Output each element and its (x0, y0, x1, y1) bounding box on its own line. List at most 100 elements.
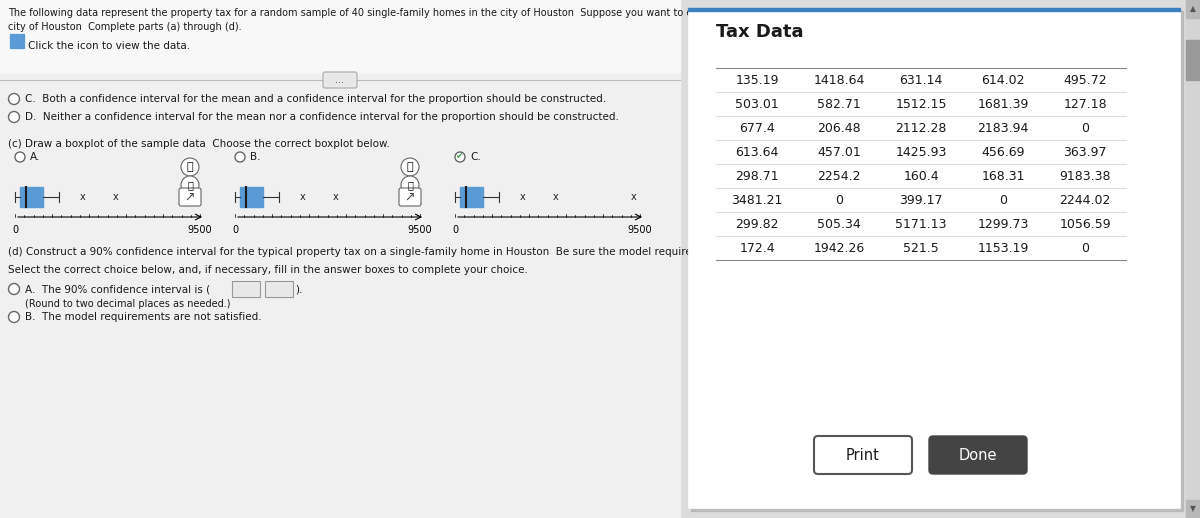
Text: 0: 0 (998, 194, 1007, 207)
Text: x: x (191, 192, 197, 202)
Bar (20, 44, 24, 48)
Text: 0: 0 (835, 194, 842, 207)
FancyBboxPatch shape (398, 188, 421, 206)
Text: The following data represent the property tax for a random sample of 40 single-f: The following data represent the propert… (8, 8, 1057, 18)
Bar (688, 8, 1180, 508)
Text: 135.19: 135.19 (736, 74, 779, 87)
Text: 582.71: 582.71 (817, 97, 860, 110)
Bar (20, 34, 24, 38)
Bar (0, 0, 680, 72)
Text: 1942.26: 1942.26 (814, 241, 865, 254)
Text: A.  The 90% confidence interval is (: A. The 90% confidence interval is ( (25, 284, 210, 294)
Text: 2112.28: 2112.28 (895, 122, 947, 135)
Text: 613.64: 613.64 (736, 146, 779, 159)
Bar (20, 187, 43, 207)
Text: Click the icon to view the data.: Click the icon to view the data. (28, 41, 190, 51)
Bar (240, 187, 263, 207)
Text: x: x (332, 192, 338, 202)
Text: x: x (410, 192, 416, 202)
Text: 9500: 9500 (187, 225, 212, 235)
Text: C.: C. (470, 152, 481, 162)
Text: A.: A. (30, 152, 41, 162)
Text: 172.4: 172.4 (739, 241, 775, 254)
Circle shape (181, 176, 199, 194)
Text: x: x (553, 192, 558, 202)
Text: 299.82: 299.82 (736, 218, 779, 231)
Bar (14, 39, 19, 43)
Bar (0, 0, 680, 518)
Text: 1512.15: 1512.15 (895, 97, 947, 110)
Text: ▲: ▲ (1190, 5, 1196, 13)
Bar (14, 44, 19, 48)
FancyBboxPatch shape (265, 281, 293, 297)
Bar (1186, 40, 1200, 80)
Text: 2183.94: 2183.94 (977, 122, 1028, 135)
Text: (Round to two decimal places as needed.): (Round to two decimal places as needed.) (25, 299, 230, 309)
Text: 298.71: 298.71 (736, 169, 779, 182)
Circle shape (8, 311, 19, 323)
Circle shape (8, 283, 19, 295)
Text: 1153.19: 1153.19 (977, 241, 1028, 254)
Bar (14, 34, 19, 38)
Text: 363.97: 363.97 (1063, 146, 1106, 159)
Text: 5171.13: 5171.13 (895, 218, 947, 231)
Bar (20, 39, 24, 43)
Circle shape (235, 152, 245, 162)
FancyBboxPatch shape (179, 188, 202, 206)
Text: 677.4: 677.4 (739, 122, 775, 135)
Text: Tax Data: Tax Data (716, 23, 804, 41)
Text: 9183.38: 9183.38 (1060, 169, 1111, 182)
Text: 🔍: 🔍 (407, 180, 413, 190)
Text: 9500: 9500 (628, 225, 653, 235)
Bar (461, 187, 484, 207)
Text: C.  Both a confidence interval for the mean and a confidence interval for the pr: C. Both a confidence interval for the me… (25, 94, 606, 104)
Text: 9500: 9500 (408, 225, 432, 235)
Circle shape (455, 152, 466, 162)
Text: 160.4: 160.4 (904, 169, 938, 182)
Text: 1425.93: 1425.93 (895, 146, 947, 159)
Bar (1186, 500, 1200, 518)
Text: 1299.73: 1299.73 (977, 218, 1028, 231)
Text: ).: ). (295, 284, 302, 294)
Text: 🔍: 🔍 (407, 162, 413, 172)
Text: 0: 0 (452, 225, 458, 235)
Text: city of Houston  Complete parts (a) through (d).: city of Houston Complete parts (a) throu… (8, 22, 241, 32)
Text: 2244.02: 2244.02 (1060, 194, 1111, 207)
Text: 3481.21: 3481.21 (731, 194, 782, 207)
Text: B.  The model requirements are not satisfied.: B. The model requirements are not satisf… (25, 312, 262, 322)
Text: 206.48: 206.48 (817, 122, 860, 135)
Text: 168.31: 168.31 (982, 169, 1025, 182)
Text: 1681.39: 1681.39 (977, 97, 1028, 110)
Bar (10, 34, 14, 38)
Circle shape (401, 158, 419, 176)
Text: 457.01: 457.01 (817, 146, 860, 159)
Text: x: x (80, 192, 85, 202)
Circle shape (14, 152, 25, 162)
Circle shape (8, 111, 19, 122)
Bar (10, 39, 14, 43)
FancyBboxPatch shape (232, 281, 260, 297)
FancyBboxPatch shape (929, 436, 1027, 474)
Bar (688, 8, 1180, 11)
Text: 631.14: 631.14 (899, 74, 943, 87)
Text: D.  Neither a confidence interval for the mean nor a confidence interval for the: D. Neither a confidence interval for the… (25, 112, 619, 122)
Text: 1056.59: 1056.59 (1060, 218, 1111, 231)
Text: ...: ... (336, 75, 344, 85)
Text: 2254.2: 2254.2 (817, 169, 860, 182)
Text: 495.72: 495.72 (1063, 74, 1106, 87)
Text: Print: Print (846, 448, 880, 463)
Text: Select the correct choice below, and, if necessary, fill in the answer boxes to : Select the correct choice below, and, if… (8, 265, 528, 275)
Text: B.: B. (250, 152, 260, 162)
Circle shape (401, 176, 419, 194)
Text: 127.18: 127.18 (1063, 97, 1106, 110)
Text: ✔: ✔ (456, 152, 463, 162)
Text: 399.17: 399.17 (899, 194, 943, 207)
Text: x: x (113, 192, 119, 202)
FancyBboxPatch shape (323, 72, 358, 88)
Text: ↗: ↗ (404, 191, 415, 204)
Text: 🔍: 🔍 (187, 180, 193, 190)
Text: x: x (520, 192, 526, 202)
Text: 505.34: 505.34 (817, 218, 860, 231)
Text: x: x (631, 192, 637, 202)
Text: ↗: ↗ (185, 191, 196, 204)
